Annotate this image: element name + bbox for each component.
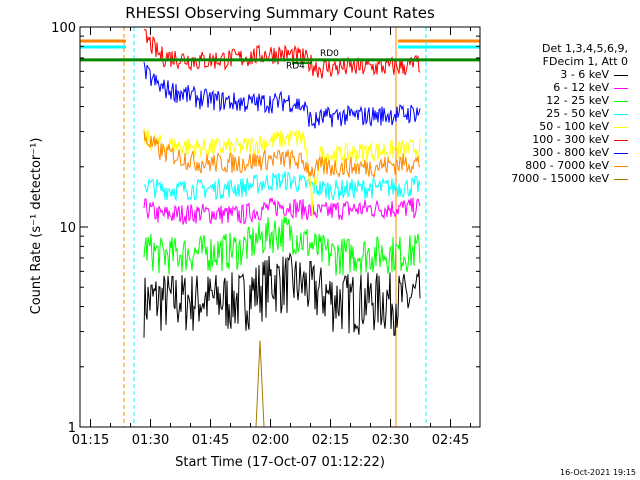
y-tick-label: 10: [59, 221, 76, 236]
series-line-7000to15000kev: [80, 340, 480, 428]
plot-frame: [79, 26, 481, 428]
legend-swatch: [614, 100, 628, 102]
legend-label: 800 - 7000 keV: [525, 159, 609, 172]
legend-swatch: [614, 113, 628, 115]
annotation-rd4: RD4: [286, 62, 305, 72]
legend-swatch: [614, 87, 628, 89]
series-line-800to7000kev: [143, 131, 421, 180]
y-tick-label: 100: [51, 21, 76, 36]
legend-label: 50 - 100 keV: [539, 120, 609, 133]
x-tick-label: 02:00: [252, 433, 289, 448]
legend-swatch: [614, 126, 628, 128]
y-axis-label: Count Rate (s⁻¹ detector⁻¹): [29, 138, 44, 315]
series-line-300to800kev: [143, 61, 421, 129]
legend-swatch: [614, 178, 628, 180]
legend-label: 3 - 6 keV: [560, 68, 609, 81]
legend-header: Det 1,3,4,5,6,9,: [541, 42, 628, 55]
legend-label: 7000 - 15000 keV: [511, 172, 609, 185]
x-axis-label: Start Time (17-Oct-07 01:12:22): [175, 455, 385, 470]
legend-swatch: [614, 152, 628, 154]
legend-header: FDecim 1, Att 0: [542, 55, 628, 68]
legend-entry: 50 - 100 keV: [511, 120, 628, 133]
legend-label: 100 - 300 keV: [532, 133, 609, 146]
series-line-6to12kev: [143, 197, 421, 225]
chart-title: RHESSI Observing Summary Count Rates: [125, 4, 435, 22]
footer-timestamp: 16-Oct-2021 19:15: [560, 468, 636, 477]
legend-entry: 7000 - 15000 keV: [511, 172, 628, 185]
legend-entry: 12 - 25 keV: [511, 94, 628, 107]
axes: 01:15 01:30 01:45 02:00 02:15 02:30 02:45 1 10 10…: [51, 21, 481, 448]
legend-entry: 6 - 12 keV: [511, 81, 628, 94]
y-tick-label: 1: [68, 421, 76, 436]
series-line-12to25kev: [143, 216, 421, 276]
x-tick-label: 01:15: [72, 433, 109, 448]
plot-area: RD4 RD0: [80, 27, 480, 428]
series-line-25to50kev: [143, 171, 421, 202]
legend-swatch: [614, 74, 628, 76]
legend-label: 6 - 12 keV: [553, 81, 609, 94]
legend-label: 25 - 50 keV: [546, 107, 609, 120]
series-line-50to100kev: [143, 127, 421, 218]
legend-swatch: [614, 139, 628, 141]
x-tick-label: 02:45: [432, 433, 469, 448]
legend-entry: 25 - 50 keV: [511, 107, 628, 120]
x-tick-label: 02:30: [372, 433, 409, 448]
x-tick-label: 02:15: [312, 433, 349, 448]
x-tick-label: 01:45: [192, 433, 229, 448]
legend-entry: 300 - 800 keV: [511, 146, 628, 159]
annotation-rd0: RD0: [320, 49, 339, 59]
legend-swatch: [614, 165, 628, 167]
legend-entry: 3 - 6 keV: [511, 68, 628, 81]
x-tick-label: 01:30: [132, 433, 169, 448]
series-line-3to6kev: [143, 252, 421, 338]
legend-entry: 100 - 300 keV: [511, 133, 628, 146]
legend-label: 12 - 25 keV: [546, 94, 609, 107]
legend-entry: 800 - 7000 keV: [511, 159, 628, 172]
series-line-100to300kev: [143, 28, 421, 79]
legend-label: 300 - 800 keV: [532, 146, 609, 159]
